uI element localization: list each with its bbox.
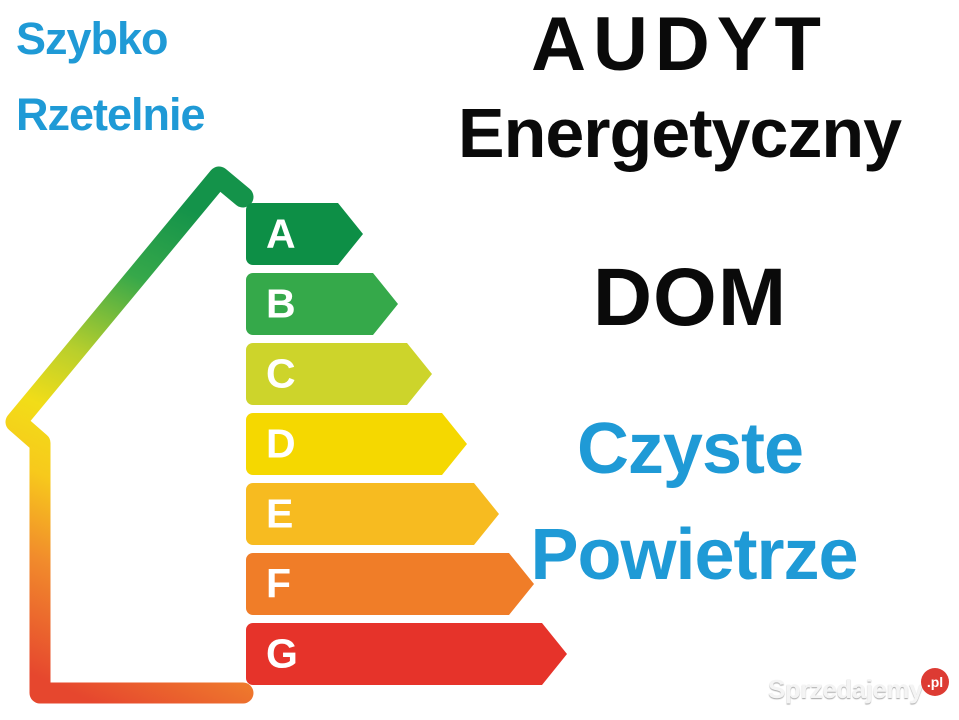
rating-bar-shape-f <box>246 553 534 615</box>
rating-bar-a[interactable]: A <box>246 203 363 265</box>
rating-bar-c[interactable]: C <box>246 343 432 405</box>
tagline-line-2: Rzetelnie <box>16 89 206 140</box>
watermark: Sprzedajemy .pl <box>768 668 954 708</box>
rating-bar-shape-c <box>246 343 432 405</box>
rating-bar-shape-b <box>246 273 398 335</box>
rating-bar-shape-a <box>246 203 363 265</box>
watermark-domain-badge: .pl <box>921 668 949 696</box>
rating-bar-e[interactable]: E <box>246 483 499 545</box>
watermark-text: Sprzedajemy <box>768 674 923 704</box>
energy-rating-scale: A B C D E <box>246 203 586 703</box>
rating-bar-shape-d <box>246 413 467 475</box>
heading-energetyczny: Energetyczny <box>457 94 902 172</box>
rating-bar-f[interactable]: F <box>246 553 534 615</box>
rating-bar-d[interactable]: D <box>246 413 467 475</box>
tagline-line-1: Szybko <box>16 13 169 64</box>
heading-dom: DOM <box>592 252 788 343</box>
rating-bar-g[interactable]: G <box>246 623 567 685</box>
house-outline-icon <box>5 166 254 704</box>
rating-bar-shape-e <box>246 483 499 545</box>
rating-bar-b[interactable]: B <box>246 273 398 335</box>
heading-czyste: Czyste <box>576 409 804 489</box>
heading-powietrze: Powietrze <box>530 515 858 595</box>
heading-audyt: AUDYT <box>531 2 828 87</box>
rating-bar-shape-g <box>246 623 567 685</box>
